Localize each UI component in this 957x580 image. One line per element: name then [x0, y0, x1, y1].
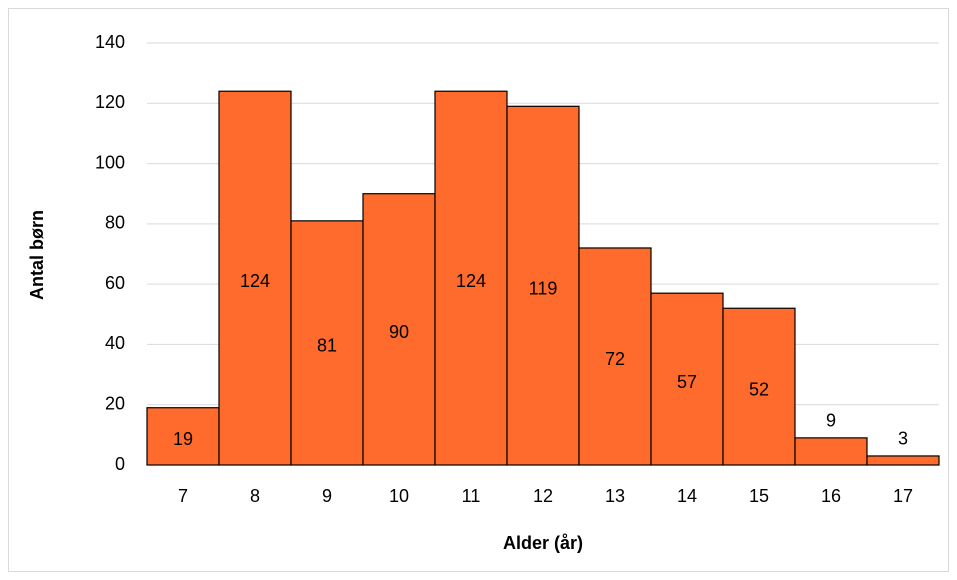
- x-tick-label: 17: [893, 486, 913, 506]
- y-tick-label: 140: [95, 32, 125, 52]
- x-tick-label: 14: [677, 486, 697, 506]
- bar: [722, 307, 796, 466]
- y-tick-label: 80: [105, 213, 125, 233]
- data-label: 124: [456, 271, 486, 291]
- x-tick-label: 15: [749, 486, 769, 506]
- y-tick-label: 20: [105, 393, 125, 413]
- y-tick-label: 40: [105, 333, 125, 353]
- data-label: 57: [677, 372, 697, 392]
- data-label: 19: [173, 429, 193, 449]
- x-tick-label: 9: [322, 486, 332, 506]
- data-label: 9: [826, 411, 836, 431]
- bar: [146, 407, 220, 466]
- data-label: 124: [240, 271, 270, 291]
- data-label: 119: [529, 278, 558, 298]
- x-tick-label: 13: [605, 486, 625, 506]
- data-label: 90: [389, 322, 409, 342]
- y-tick-label: 120: [95, 92, 125, 112]
- data-label: 3: [898, 429, 908, 449]
- y-tick-label: 60: [105, 273, 125, 293]
- bar: [578, 247, 652, 466]
- y-tick-label: 0: [115, 454, 125, 474]
- y-axis-title: Antal børn: [27, 210, 47, 300]
- data-label: 72: [605, 349, 625, 369]
- y-tick-label: 100: [95, 152, 125, 172]
- x-tick-label: 7: [178, 486, 188, 506]
- bar: [434, 90, 508, 466]
- bar: [650, 292, 724, 466]
- bar: [506, 105, 580, 466]
- data-label: 81: [317, 336, 337, 356]
- x-tick-label: 16: [821, 486, 841, 506]
- bar: [794, 437, 868, 466]
- data-label: 52: [749, 379, 769, 399]
- x-tick-label: 10: [389, 486, 409, 506]
- bar: [218, 90, 292, 466]
- x-tick-label: 11: [462, 486, 481, 506]
- x-tick-label: 8: [250, 486, 260, 506]
- x-axis-title: Alder (år): [503, 533, 583, 553]
- bar: [866, 455, 940, 466]
- x-tick-label: 12: [533, 486, 553, 506]
